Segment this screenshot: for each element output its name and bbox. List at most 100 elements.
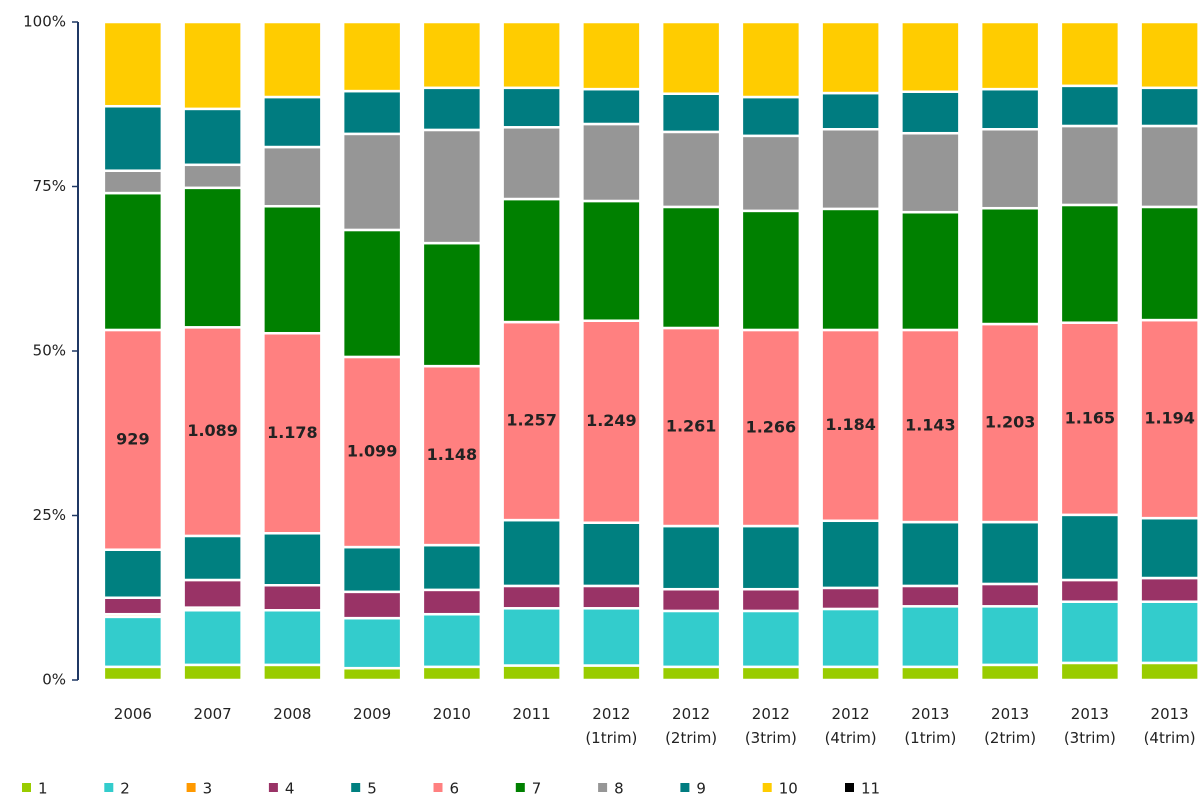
bar-segment	[182, 186, 243, 329]
bar-segment	[182, 663, 243, 682]
bar-segment	[102, 169, 164, 195]
x-tick-label: 2010	[432, 705, 471, 723]
bar-segment	[341, 590, 403, 620]
bar-segment	[1059, 578, 1121, 603]
bar-segment	[740, 95, 802, 138]
bar-segment	[501, 86, 562, 129]
bar-segment	[102, 104, 164, 172]
bar-segment	[820, 91, 881, 131]
bar-segment	[740, 209, 802, 332]
bar-segment	[581, 521, 642, 588]
bar-segment	[979, 87, 1041, 131]
bar-segment	[979, 605, 1041, 667]
bar-segment	[1059, 124, 1121, 207]
bar-segment	[1059, 513, 1121, 582]
bar-segment	[900, 210, 961, 332]
bar-segment	[660, 20, 722, 95]
bar-segment	[341, 666, 403, 682]
legend-label: 7	[532, 780, 542, 798]
data-label: 1.266	[746, 417, 797, 436]
bar-segment	[1139, 86, 1200, 128]
bar-segment	[262, 145, 323, 208]
legend-label: 8	[614, 780, 624, 798]
legend-swatch	[104, 783, 114, 792]
legend-swatch	[762, 783, 772, 792]
data-label: 1.203	[985, 413, 1036, 432]
bar-segment	[182, 20, 243, 111]
bar-segment	[102, 20, 164, 108]
x-tick-label: 2007	[193, 705, 232, 723]
bar-segment	[900, 584, 961, 608]
y-tick-label: 25%	[33, 506, 66, 524]
legend-swatch	[433, 783, 443, 792]
bar-segment	[740, 20, 802, 99]
legend-label: 1	[38, 780, 48, 798]
legend-swatch	[22, 783, 31, 792]
legend-swatch	[268, 783, 278, 792]
bar-segment	[660, 665, 722, 682]
bar-segment	[979, 20, 1041, 91]
bar-segment	[900, 665, 961, 682]
legend-swatch	[845, 783, 854, 792]
data-label: 1.143	[905, 416, 956, 435]
bar-segment	[660, 326, 722, 528]
bar-segment	[1139, 205, 1200, 322]
data-label: 1.184	[825, 415, 876, 434]
bar-segment	[581, 319, 642, 524]
bar-segment	[660, 205, 722, 330]
bar-segment	[740, 328, 802, 528]
legend-swatch	[515, 783, 525, 792]
bar-segment	[581, 199, 642, 322]
bar-segment	[979, 582, 1041, 608]
y-tick-label: 50%	[33, 342, 66, 360]
legend-label: 11	[861, 780, 880, 798]
bar-segment	[262, 95, 323, 149]
bar-segment	[660, 92, 722, 134]
bar-segment	[102, 665, 164, 682]
bar-segment	[820, 665, 881, 682]
x-tick-label: 2008	[273, 705, 312, 723]
bar-segment	[1059, 20, 1121, 88]
bar-segment	[820, 20, 881, 95]
bar-segment	[660, 130, 722, 209]
data-label: 1.178	[267, 423, 318, 442]
y-tick-label: 75%	[33, 177, 66, 195]
bar-segment	[660, 524, 722, 591]
bar-segment	[900, 90, 961, 135]
bar-segment	[1139, 600, 1200, 665]
legend-swatch	[680, 783, 690, 792]
bar-segment	[501, 197, 562, 324]
bar-segment	[182, 609, 243, 667]
legend-label: 9	[696, 780, 706, 798]
x-tick-label: 2006	[113, 705, 152, 723]
x-tick-label: 2012 (3trim)	[744, 705, 797, 747]
bar-segment	[1139, 124, 1200, 209]
bar-segment	[501, 664, 562, 682]
bar-segment	[182, 107, 243, 167]
bar-segment	[262, 20, 323, 99]
y-tick-label: 0%	[42, 671, 66, 689]
bar-segment	[421, 543, 483, 592]
bar-segment	[1059, 661, 1121, 682]
bar-segment	[262, 204, 323, 335]
bar-segment	[1059, 203, 1121, 324]
bar-segment	[182, 163, 243, 190]
bar-segment	[820, 519, 881, 590]
bar-segment	[501, 518, 562, 588]
bar-segment	[1139, 661, 1200, 682]
legend-label: 2	[120, 780, 130, 798]
bar-segment	[421, 20, 483, 90]
bar-segment	[1139, 20, 1200, 90]
bar-segment	[979, 322, 1041, 524]
bar-segment	[102, 548, 164, 600]
bar-segment	[979, 206, 1041, 326]
bar-segment	[979, 520, 1041, 586]
bar-segment	[341, 228, 403, 359]
bar-segment	[1139, 318, 1200, 520]
x-tick-label: 2012 (4trim)	[824, 705, 877, 747]
bar-segment	[102, 615, 164, 669]
bar-segment	[182, 578, 243, 609]
legend-label: 6	[450, 780, 460, 798]
